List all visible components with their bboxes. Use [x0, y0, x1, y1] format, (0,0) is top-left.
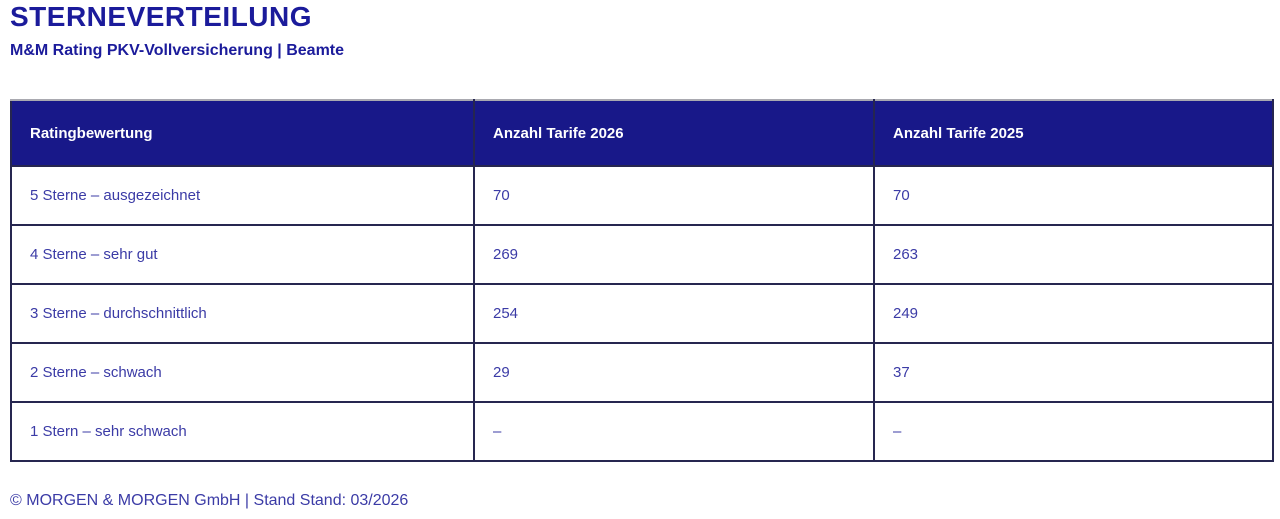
table-row: 1 Stern – sehr schwach – –: [10, 401, 1274, 462]
tarife-2025-value: 263: [873, 224, 1274, 285]
column-header-anzahl-tarife-2026: Anzahl Tarife 2026: [473, 99, 875, 167]
tarife-2026-value: –: [473, 401, 875, 462]
tarife-2025-value: 37: [873, 342, 1274, 403]
table-row: 2 Sterne – schwach 29 37: [10, 342, 1274, 403]
rating-label: 1 Stern – sehr schwach: [10, 401, 475, 462]
copyright-stand-note: © MORGEN & MORGEN GmbH | Stand Stand: 03…: [10, 492, 409, 509]
page-title: STERNEVERTEILUNG: [10, 1, 313, 32]
rating-label: 2 Sterne – schwach: [10, 342, 475, 403]
table-header-row: Ratingbewertung Anzahl Tarife 2026 Anzah…: [10, 99, 1274, 167]
table-row: 3 Sterne – durchschnittlich 254 249: [10, 283, 1274, 344]
tarife-2026-value: 70: [473, 165, 875, 226]
table-row: 5 Sterne – ausgezeichnet 70 70: [10, 165, 1274, 226]
page-subtitle: M&M Rating PKV-Vollversicherung | Beamte: [10, 42, 345, 59]
tarife-2025-value: 249: [873, 283, 1274, 344]
rating-label: 4 Sterne – sehr gut: [10, 224, 475, 285]
column-header-ratingbewertung: Ratingbewertung: [10, 99, 475, 167]
table-row: 4 Sterne – sehr gut 269 263: [10, 224, 1274, 285]
tarife-2025-value: –: [873, 401, 1274, 462]
rating-label: 5 Sterne – ausgezeichnet: [10, 165, 475, 226]
tarife-2026-value: 29: [473, 342, 875, 403]
tarife-2026-value: 254: [473, 283, 875, 344]
column-header-anzahl-tarife-2025: Anzahl Tarife 2025: [873, 99, 1274, 167]
rating-label: 3 Sterne – durchschnittlich: [10, 283, 475, 344]
tarife-2026-value: 269: [473, 224, 875, 285]
rating-distribution-table: Ratingbewertung Anzahl Tarife 2026 Anzah…: [10, 99, 1274, 462]
tarife-2025-value: 70: [873, 165, 1274, 226]
